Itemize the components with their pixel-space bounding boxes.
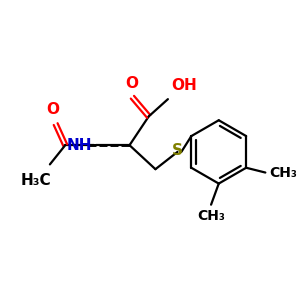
Text: S: S: [172, 143, 183, 158]
Text: O: O: [125, 76, 138, 91]
Text: NH: NH: [67, 138, 92, 153]
Text: H₃C: H₃C: [20, 173, 51, 188]
Text: OH: OH: [172, 78, 197, 93]
Text: CH₃: CH₃: [269, 166, 297, 179]
Text: O: O: [46, 102, 59, 117]
Text: CH₃: CH₃: [197, 208, 225, 223]
